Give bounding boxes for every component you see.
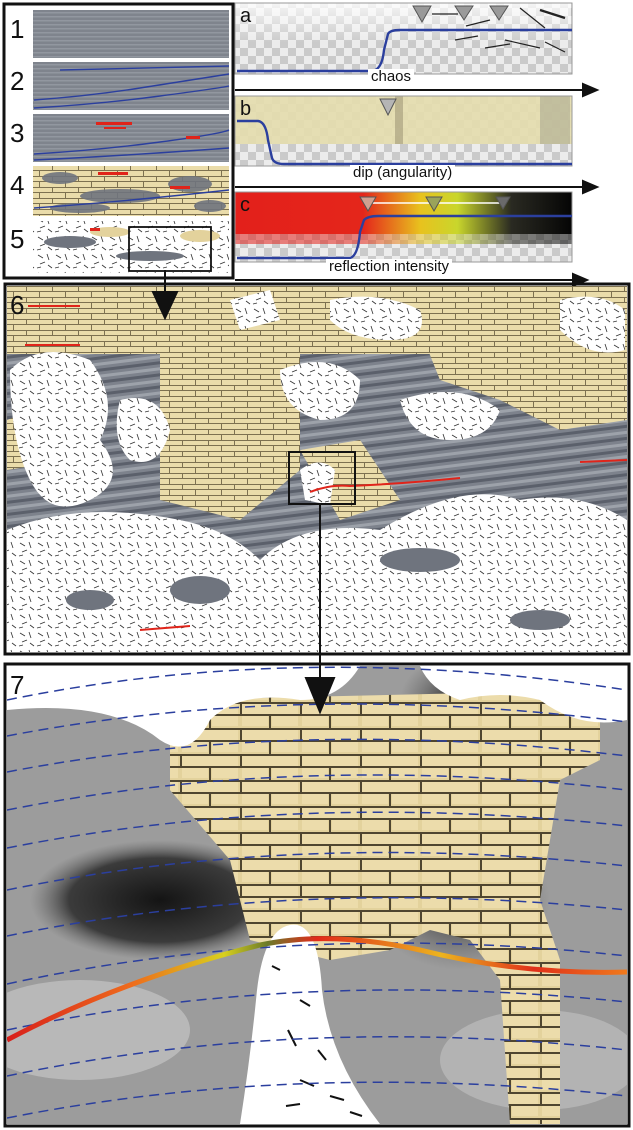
panel-7-detail bbox=[7, 666, 627, 1124]
panel-7-number: 7 bbox=[10, 670, 25, 700]
panel-6-number: 6 bbox=[10, 290, 25, 320]
arrow-down-icon bbox=[151, 291, 179, 321]
panel-7-reflection-horizon bbox=[7, 936, 627, 1043]
attr-a-markers bbox=[412, 5, 509, 24]
panel-7-frame bbox=[3, 662, 631, 1128]
panel-6-zoom-box bbox=[288, 451, 356, 505]
panel-6-frame bbox=[3, 282, 631, 656]
thumb-3-red-marks bbox=[96, 122, 200, 139]
flow-arrows bbox=[151, 270, 336, 715]
attr-c-markers bbox=[359, 196, 511, 213]
thumb-1-seismic bbox=[33, 10, 229, 58]
attr-c-transfer-curve bbox=[237, 214, 572, 260]
axis-arrows bbox=[235, 82, 600, 288]
attr-a-label: chaos bbox=[368, 68, 415, 86]
attr-b-label: dip (angularity) bbox=[350, 164, 456, 182]
attr-b-transfer-curve bbox=[237, 119, 572, 166]
thumb-4-red-marks bbox=[98, 172, 190, 189]
attr-c-panel bbox=[235, 192, 572, 262]
attr-b-letter: b bbox=[240, 98, 251, 120]
panel-5-number: 5 bbox=[10, 224, 25, 254]
attr-a-letter: a bbox=[240, 5, 252, 27]
attr-b-panel bbox=[235, 96, 572, 166]
attr-c-letter: c bbox=[240, 194, 250, 216]
thumb-3-horizons bbox=[33, 129, 230, 161]
panel-4-number: 4 bbox=[10, 170, 25, 200]
arrow-down-icon bbox=[304, 677, 336, 715]
thumb-5-blobs bbox=[44, 227, 220, 261]
attr-a-panel bbox=[235, 3, 572, 74]
thumb-4-horizon bbox=[33, 189, 230, 209]
thumb-2-seismic bbox=[33, 62, 229, 110]
panel-3-number: 3 bbox=[10, 118, 25, 148]
thumb-2-horizons bbox=[33, 65, 230, 109]
thumb-5-zoom-box bbox=[128, 226, 212, 272]
panel-2-number: 2 bbox=[10, 66, 25, 96]
attr-c-label: reflection intensity bbox=[326, 258, 453, 276]
panel-1-number: 1 bbox=[10, 14, 25, 44]
panel-6-map bbox=[7, 286, 627, 652]
attr-b-marker bbox=[379, 98, 397, 117]
